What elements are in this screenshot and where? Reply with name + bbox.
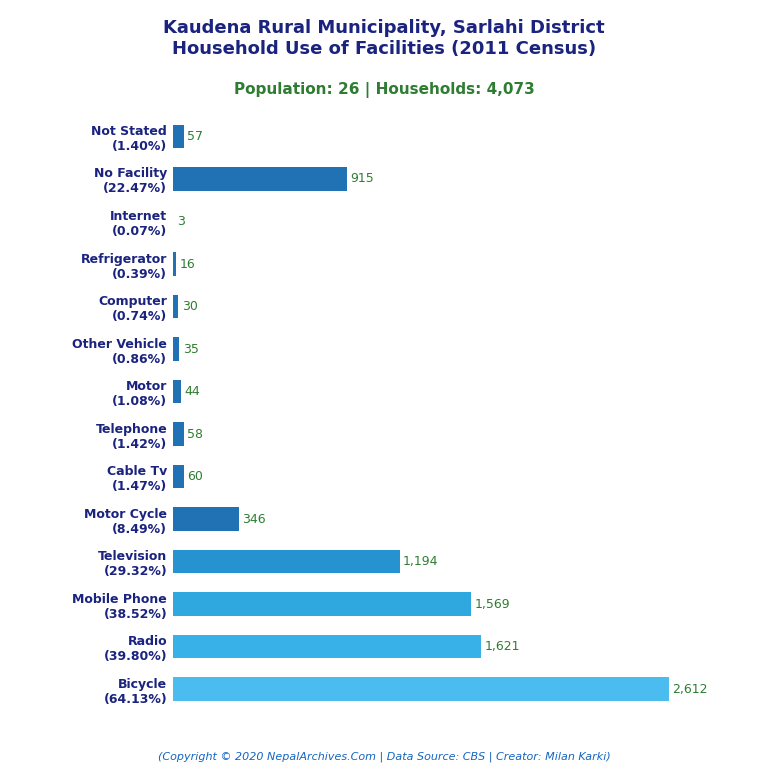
- Bar: [173, 380, 181, 403]
- Text: Population: 26 | Households: 4,073: Population: 26 | Households: 4,073: [233, 82, 535, 98]
- Text: 915: 915: [350, 173, 374, 186]
- Text: 30: 30: [182, 300, 198, 313]
- Bar: [173, 422, 184, 445]
- Text: 3: 3: [177, 215, 184, 228]
- Bar: [173, 167, 346, 190]
- Bar: [173, 635, 481, 658]
- Bar: [173, 253, 176, 276]
- Text: 44: 44: [184, 385, 200, 398]
- Text: 2,612: 2,612: [673, 683, 708, 696]
- Bar: [173, 550, 399, 573]
- Text: 57: 57: [187, 130, 203, 143]
- Bar: [173, 337, 180, 361]
- Bar: [173, 124, 184, 148]
- Text: 1,569: 1,569: [475, 598, 510, 611]
- Text: 1,194: 1,194: [403, 555, 439, 568]
- Text: 1,621: 1,621: [484, 640, 520, 653]
- Text: Kaudena Rural Municipality, Sarlahi District
Household Use of Facilities (2011 C: Kaudena Rural Municipality, Sarlahi Dist…: [163, 19, 605, 58]
- Bar: [173, 295, 178, 318]
- Text: 35: 35: [183, 343, 199, 356]
- Text: 58: 58: [187, 428, 204, 441]
- Text: 346: 346: [242, 512, 266, 525]
- Bar: [173, 677, 669, 700]
- Text: 60: 60: [187, 470, 204, 483]
- Bar: [173, 465, 184, 488]
- Bar: [173, 508, 239, 531]
- Bar: [173, 592, 471, 616]
- Text: (Copyright © 2020 NepalArchives.Com | Data Source: CBS | Creator: Milan Karki): (Copyright © 2020 NepalArchives.Com | Da…: [157, 751, 611, 762]
- Text: 16: 16: [179, 257, 195, 270]
